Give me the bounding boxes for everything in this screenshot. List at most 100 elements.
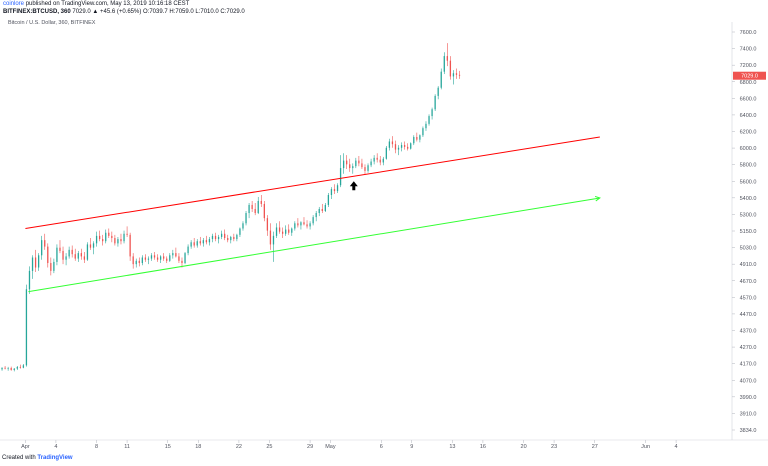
- time-tick-label: 22: [236, 444, 242, 450]
- candle-body: [342, 160, 345, 169]
- candle-body: [285, 229, 287, 234]
- time-tick-label: 27: [592, 444, 598, 450]
- author-link[interactable]: coinlore: [3, 1, 25, 7]
- candle-body: [431, 109, 433, 117]
- price-tick-label: 5030.0: [740, 246, 757, 252]
- price-tick-label: 7400.0: [740, 47, 757, 53]
- candle-body: [187, 246, 189, 254]
- candle-body: [80, 253, 82, 257]
- candle-body: [254, 208, 256, 214]
- price-ticks: 7600.0 7400.0 7200.0 6800.0 6600.0 6400.0 6200…: [732, 30, 766, 434]
- candle-body: [373, 157, 375, 162]
- candle-body: [47, 246, 49, 264]
- time-tick-label: 4: [675, 444, 678, 450]
- candle-body: [71, 249, 73, 255]
- candle-body: [65, 256, 67, 260]
- candle-body: [141, 257, 143, 264]
- resistance-trendline: [25, 136, 600, 230]
- tradingview-logo-text[interactable]: TradingView: [37, 455, 73, 461]
- candle-body: [135, 260, 137, 265]
- candle-body: [95, 235, 98, 244]
- candle-body: [385, 147, 387, 159]
- candle-body: [16, 366, 18, 369]
- candle-body: [102, 239, 104, 242]
- candle-body: [227, 238, 229, 241]
- candle-body: [163, 256, 165, 259]
- candle-body: [53, 261, 55, 271]
- candle-body: [266, 218, 269, 231]
- candle-body: [172, 253, 174, 256]
- time-tick-label: 20: [521, 444, 527, 450]
- candle-body: [239, 228, 241, 235]
- candle-body: [59, 247, 61, 251]
- candle-body: [458, 74, 461, 76]
- candle-body: [312, 217, 314, 224]
- price-tick-label: 6400.0: [740, 113, 757, 119]
- candle-body: [214, 235, 217, 240]
- time-tick-label: Apr: [21, 444, 30, 450]
- candle-body: [199, 241, 201, 244]
- candle-body: [339, 168, 342, 186]
- time-tick-label: 18: [195, 444, 201, 450]
- candle-body: [397, 147, 400, 150]
- candle-body: [443, 56, 445, 72]
- published-line: coinlore published on TradingView.com, M…: [3, 1, 189, 7]
- last-price-tag: [733, 71, 766, 80]
- price-tick-label: 7200.0: [740, 63, 757, 69]
- price-tick-label: 7600.0: [740, 30, 757, 36]
- candle-body: [156, 257, 159, 260]
- price-tick-label: 5400.0: [740, 196, 757, 202]
- candle-body: [346, 160, 348, 165]
- candle-body: [300, 222, 302, 226]
- candle-body: [175, 253, 177, 257]
- candle-body: [382, 158, 384, 163]
- price-tick-label: 3834.0: [740, 428, 757, 434]
- candle-body: [281, 231, 284, 234]
- candle-body: [41, 240, 43, 256]
- candle-body: [309, 223, 311, 227]
- candle-body: [242, 223, 244, 229]
- candle-body: [22, 365, 25, 368]
- candle-body: [269, 230, 272, 245]
- candle-body: [370, 161, 372, 166]
- candle-body: [193, 242, 195, 246]
- candle-body: [446, 56, 448, 61]
- candle-body: [291, 228, 293, 233]
- candle-body: [147, 258, 150, 260]
- candle-body: [275, 227, 278, 236]
- published-text: published on TradingView.com, May 13, 20…: [25, 1, 190, 7]
- time-tick-label: 13: [449, 444, 455, 450]
- candle-body: [318, 208, 320, 214]
- candle-body: [153, 255, 156, 258]
- candle-body: [13, 368, 15, 371]
- candle-body: [422, 128, 424, 136]
- price-tick-label: 6200.0: [740, 130, 757, 136]
- candle-body: [349, 164, 351, 169]
- candle-body: [92, 243, 95, 248]
- candle-body: [126, 233, 128, 235]
- support-trendline-arrowhead: [594, 195, 601, 202]
- candle-body: [111, 235, 113, 239]
- price-tick-label: 4270.0: [740, 345, 757, 351]
- candle-body: [28, 270, 31, 290]
- price-tick-label: 4370.0: [740, 329, 757, 335]
- candle-body: [86, 244, 89, 260]
- price-tick-label: 4570.0: [740, 295, 757, 301]
- candle-body: [394, 144, 397, 150]
- candle-body: [327, 195, 330, 205]
- candle-body: [19, 366, 21, 368]
- candle-body: [68, 249, 70, 257]
- symbol-line: BITFINEX:BTCUSD, 360 7029.0 ▲ +45.6 (+0.…: [3, 9, 245, 15]
- ohlc-values: 7029.0 ▲ +45.6 (+0.65%) O:7039.7 H:7059.…: [72, 9, 245, 15]
- candle-body: [132, 256, 134, 265]
- candle-body: [98, 235, 101, 240]
- price-tick-label: 6000.0: [740, 146, 757, 152]
- time-tick-label: 9: [410, 444, 413, 450]
- candle-body: [367, 165, 369, 171]
- candle-body: [144, 257, 147, 260]
- candle-body: [208, 239, 211, 243]
- time-tick-label: 15: [165, 444, 171, 450]
- candle-body: [44, 240, 46, 247]
- candle-body: [1, 367, 3, 370]
